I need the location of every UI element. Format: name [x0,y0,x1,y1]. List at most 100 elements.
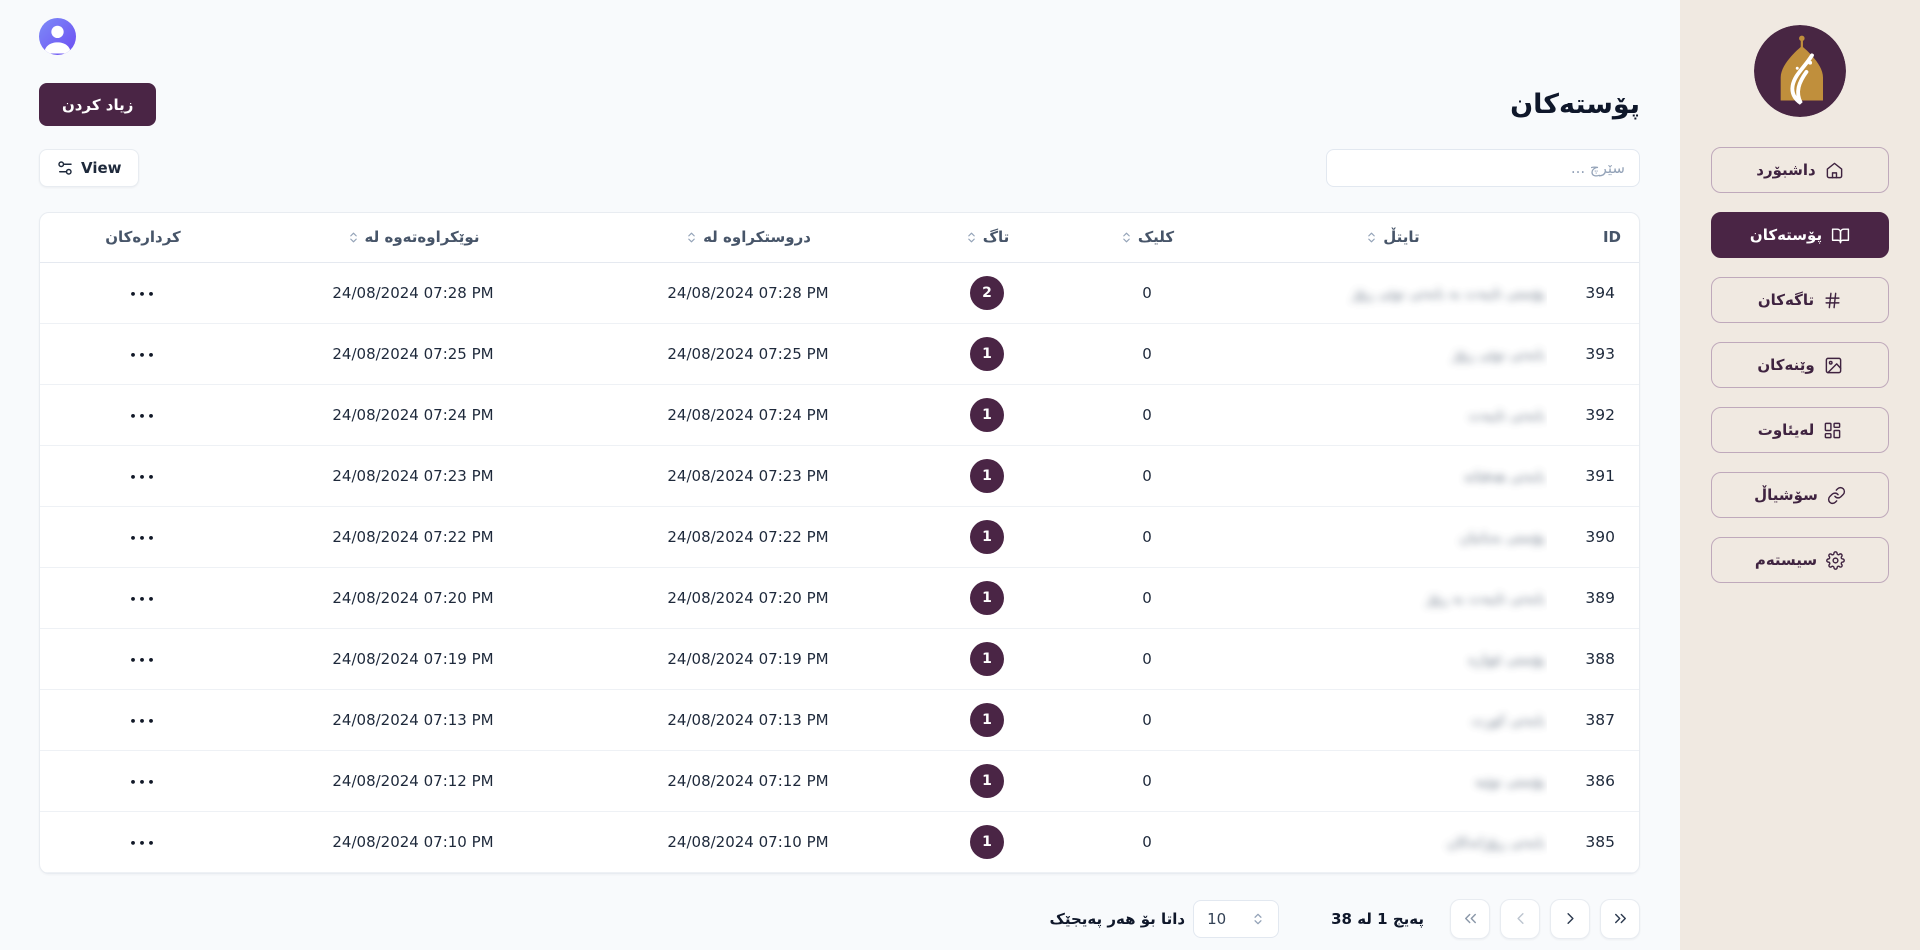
post-created-at: 24/08/2024 07:19 PM [578,628,918,690]
table-row: 393 بابەتی نوێی ڕۆژ 0 1 24/08/2024 07:25… [40,323,1639,385]
sidebar-item-images[interactable]: وێنەکان [1711,342,1889,388]
table-row: 394 پۆستی تایبەت بە بابەتی نوێی ڕۆژ 0 2 … [40,262,1639,324]
post-updated-at: 24/08/2024 07:28 PM [248,262,578,324]
sidebar-nav: داشبۆرد پۆستەکان تاگەکان وێنەکان لەیئاوت… [1711,147,1889,583]
posts-table-card: ID تایتڵ کلیک تا [39,212,1640,874]
link-icon [1827,486,1846,505]
layout-icon [1823,421,1842,440]
column-header-clicks[interactable]: کلیک [1056,213,1238,263]
row-actions-button[interactable]: ••• [129,348,157,362]
posts-table: ID تایتڵ کلیک تا [40,213,1639,873]
image-icon [1824,356,1843,375]
chevrons-up-down-icon [349,232,357,243]
column-header-id: ID [1547,213,1639,263]
column-header-created[interactable]: دروستکراوە لە [578,213,918,263]
post-id: 392 [1547,384,1639,446]
sliders-icon [58,161,72,175]
tag-count-badge: 1 [970,824,1004,859]
per-page-select[interactable]: 10 [1193,899,1280,938]
pager-start[interactable] [1450,898,1490,939]
tag-count-badge: 1 [970,641,1004,676]
post-created-at: 24/08/2024 07:10 PM [578,811,918,873]
sidebar-item-layout[interactable]: لەیئاوت [1711,407,1889,453]
sidebar-item-label: پۆستەکان [1749,226,1823,244]
post-created-at: 24/08/2024 07:13 PM [578,689,918,751]
post-clicks: 0 [1056,384,1238,446]
post-id: 393 [1547,323,1639,385]
filter-row: View [39,149,1640,187]
search-input[interactable] [1326,149,1640,187]
row-actions-button[interactable]: ••• [129,592,157,606]
brand-logo[interactable] [1754,25,1846,117]
pager-buttons [1450,898,1640,939]
post-id: 391 [1547,445,1639,507]
post-id: 394 [1547,262,1639,324]
tag-count-badge: 1 [970,519,1004,554]
sidebar-item-label: سیستەم [1754,551,1818,569]
pagination-bar: پەیج 1 لە 38 10 داتا بۆ هەر پەیجێک [39,898,1640,939]
hash-icon [1823,291,1842,310]
post-created-at: 24/08/2024 07:12 PM [578,750,918,812]
table-row: 390 پۆستی بەیانیان 0 1 24/08/2024 07:22 … [40,506,1639,568]
pager-next[interactable] [1550,898,1590,939]
post-title-masked: بابەتی نوێی ڕۆژ [1452,346,1545,363]
sidebar-item-social[interactable]: سۆشیاڵ [1711,472,1889,518]
sidebar-item-dashboard[interactable]: داشبۆرد [1711,147,1889,193]
row-actions-button[interactable]: ••• [129,409,157,423]
chevrons-up-down-icon [967,232,975,243]
add-button[interactable]: زیاد کردن [39,83,157,126]
post-title-masked: بابەتی تایبەت [1468,407,1545,424]
tag-count-badge: 1 [970,336,1004,371]
row-actions-button[interactable]: ••• [129,653,157,667]
row-actions-button[interactable]: ••• [129,531,157,545]
sidebar: داشبۆرد پۆستەکان تاگەکان وێنەکان لەیئاوت… [1680,0,1920,950]
view-button-label: View [81,159,122,177]
per-page-label: داتا بۆ هەر پەیجێک [1049,909,1186,928]
per-page-value: 10 [1207,909,1227,928]
sidebar-item-tags[interactable]: تاگەکان [1711,277,1889,323]
post-updated-at: 24/08/2024 07:22 PM [248,506,578,568]
tag-count-badge: 1 [970,458,1004,493]
post-title-masked: پۆستی بەیانیان [1459,529,1545,546]
table-row: 387 بابەتی کورت 0 1 24/08/2024 07:13 PM … [40,689,1639,751]
post-id: 388 [1547,628,1639,690]
post-clicks: 0 [1056,628,1238,690]
home-icon [1825,161,1844,180]
pager-end[interactable] [1600,898,1640,939]
sidebar-item-label: وێنەکان [1757,356,1815,374]
sidebar-item-label: تاگەکان [1757,291,1815,309]
post-updated-at: 24/08/2024 07:20 PM [248,567,578,629]
column-header-title[interactable]: تایتڵ [1238,213,1547,263]
post-clicks: 0 [1056,567,1238,629]
table-row: 385 بابەتی ڕۆژانەکان 0 1 24/08/2024 07:1… [40,811,1639,873]
table-row: 388 پۆستی ئێوارە 0 1 24/08/2024 07:19 PM… [40,628,1639,690]
table-row: 389 بابەتی تایبەت بە ڕۆژ 0 1 24/08/2024 … [40,567,1639,629]
post-title-masked: بابەتی هەفتانە [1463,468,1545,485]
post-title-masked: بابەتی تایبەت بە ڕۆژ [1426,590,1545,607]
pager-previous[interactable] [1500,898,1540,939]
row-actions-button[interactable]: ••• [129,836,157,850]
post-clicks: 0 [1056,445,1238,507]
post-updated-at: 24/08/2024 07:13 PM [248,689,578,751]
row-actions-button[interactable]: ••• [129,287,157,301]
table-row: 386 پۆستی نوێیە 0 1 24/08/2024 07:12 PM … [40,750,1639,812]
column-header-updated[interactable]: نوێکراوەتەوە لە [248,213,578,263]
user-avatar[interactable] [39,18,76,55]
chevron-right-icon [1561,909,1580,928]
row-actions-button[interactable]: ••• [129,714,157,728]
column-header-tags[interactable]: تاگ [918,213,1056,263]
post-clicks: 0 [1056,506,1238,568]
post-title-masked: پۆستی تایبەت بە بابەتی نوێی ڕۆژ [1351,285,1545,302]
view-button[interactable]: View [39,149,139,187]
post-updated-at: 24/08/2024 07:12 PM [248,750,578,812]
sidebar-item-posts[interactable]: پۆستەکان [1711,212,1889,258]
book-open-icon [1831,226,1850,245]
post-created-at: 24/08/2024 07:22 PM [578,506,918,568]
tag-count-badge: 1 [970,763,1004,798]
sidebar-item-system[interactable]: سیستەم [1711,537,1889,583]
post-id: 389 [1547,567,1639,629]
logo-wrap [1711,25,1889,117]
row-actions-button[interactable]: ••• [129,775,157,789]
post-created-at: 24/08/2024 07:28 PM [578,262,918,324]
row-actions-button[interactable]: ••• [129,470,157,484]
